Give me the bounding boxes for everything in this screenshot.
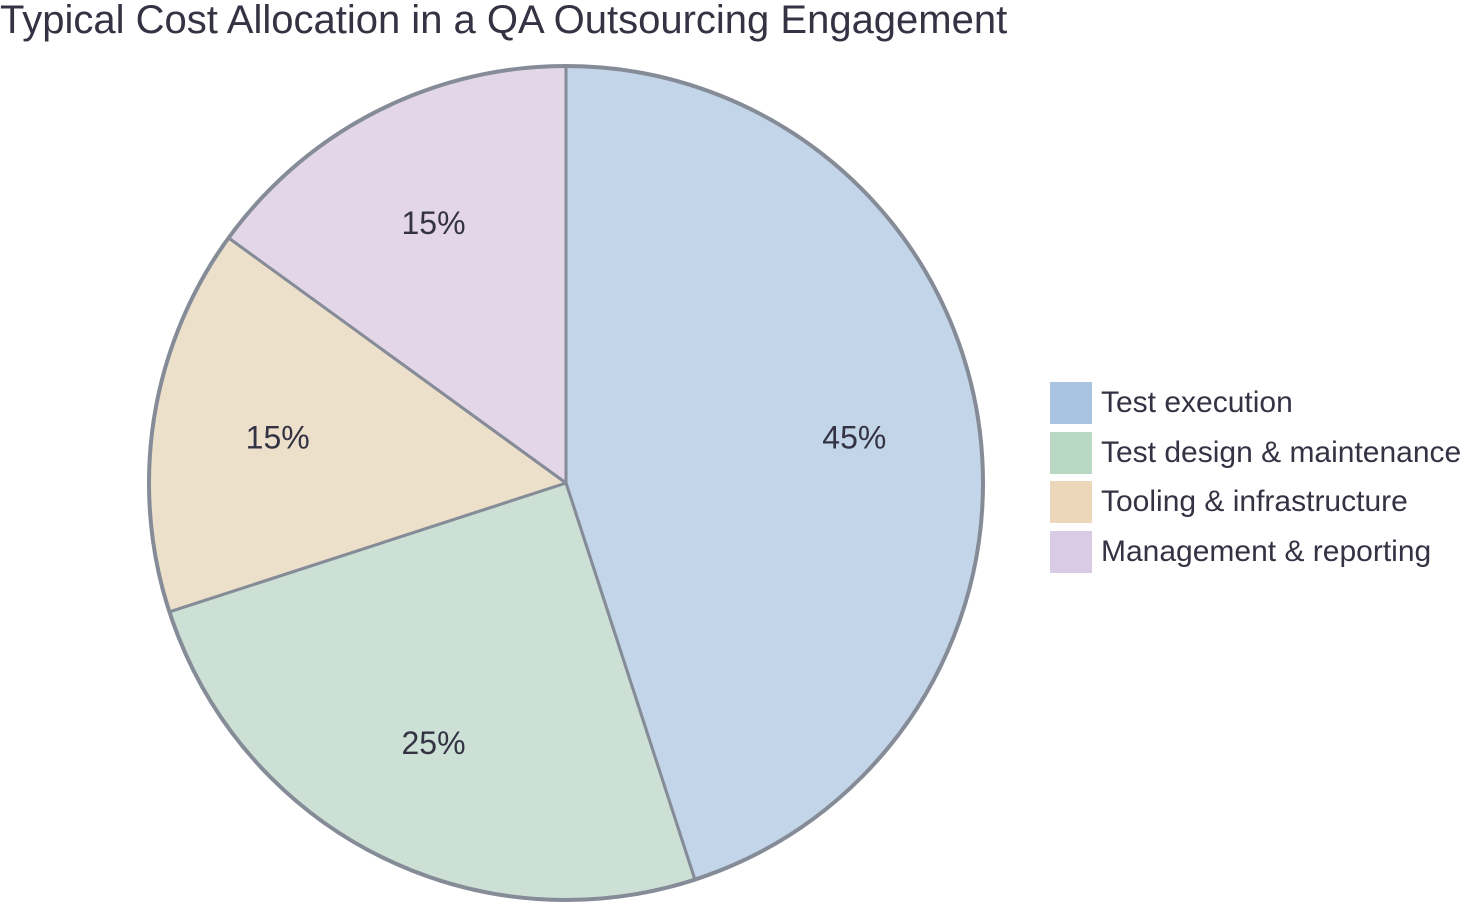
slice-value-label-2: 25% (401, 725, 465, 761)
pie-slices (147, 64, 985, 902)
legend-item-management: Management & reporting (1050, 530, 1461, 573)
legend-swatch (1050, 481, 1092, 523)
chart-title: Typical Cost Allocation in a QA Outsourc… (0, 0, 1008, 42)
chart-legend: Test execution Test design & maintenance… (1050, 382, 1461, 580)
pie-value-labels: 45% 25% 15% 15% (246, 205, 887, 761)
legend-item-test-design: Test design & maintenance (1050, 431, 1462, 474)
legend-label: Test design & maintenance (1101, 435, 1462, 469)
slice-value-label-1: 45% (822, 419, 886, 455)
legend-label: Management & reporting (1101, 534, 1432, 568)
slice-value-label-4: 15% (401, 205, 465, 241)
pie-chart: 45% 25% 15% 15% (147, 64, 985, 902)
legend-swatch (1050, 382, 1092, 424)
legend-label: Test execution (1101, 386, 1293, 419)
legend-swatch (1050, 431, 1092, 474)
legend-item-test-execution: Test execution (1050, 382, 1461, 424)
legend-label: Tooling & infrastructure (1101, 485, 1408, 518)
pie-outline (147, 64, 985, 902)
legend-item-tooling: Tooling & infrastructure (1050, 481, 1461, 523)
slice-value-label-3: 15% (246, 419, 310, 455)
legend-swatch (1050, 530, 1092, 573)
